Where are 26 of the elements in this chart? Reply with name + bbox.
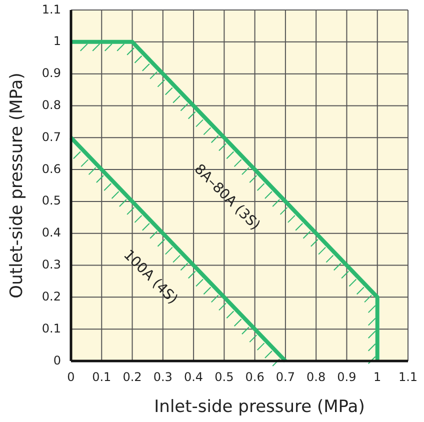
x-tick-label: 0.4 [184,370,204,384]
y-tick-label: 1.1 [42,2,61,16]
x-tick-label: 0.3 [153,370,172,384]
x-tick-label: 0 [67,370,75,384]
y-tick-label: 0.9 [42,66,61,80]
y-tick-label: 0.5 [42,194,61,208]
x-tick-label: 0.9 [337,370,356,384]
x-tick-label: 0.7 [276,370,295,384]
y-axis-title: Outlet-side pressure (MPa) [7,72,27,298]
y-tick-label: 0.3 [42,258,61,272]
y-tick-label: 0.1 [42,321,61,336]
y-tick-label: 1 [53,34,61,48]
x-tick-label: 0.5 [214,370,234,384]
x-axis-title: Inlet-side pressure (MPa) [154,397,365,417]
x-tick-label: 1.1 [398,370,418,384]
x-tick-label: 0.2 [122,370,142,384]
x-tick-label: 0.6 [245,370,264,384]
x-tick-label: 0.1 [92,370,112,384]
x-tick-label: 1 [374,370,382,384]
y-tick-label: 0.4 [42,226,61,240]
y-tick-label: 0.2 [42,289,61,304]
x-tick-label: 0.8 [306,370,326,384]
y-tick-label: 0.7 [42,130,61,144]
y-tick-label: 0.6 [42,162,61,176]
y-tick-label: 0.8 [42,98,61,112]
y-tick-label: 0 [53,353,61,368]
